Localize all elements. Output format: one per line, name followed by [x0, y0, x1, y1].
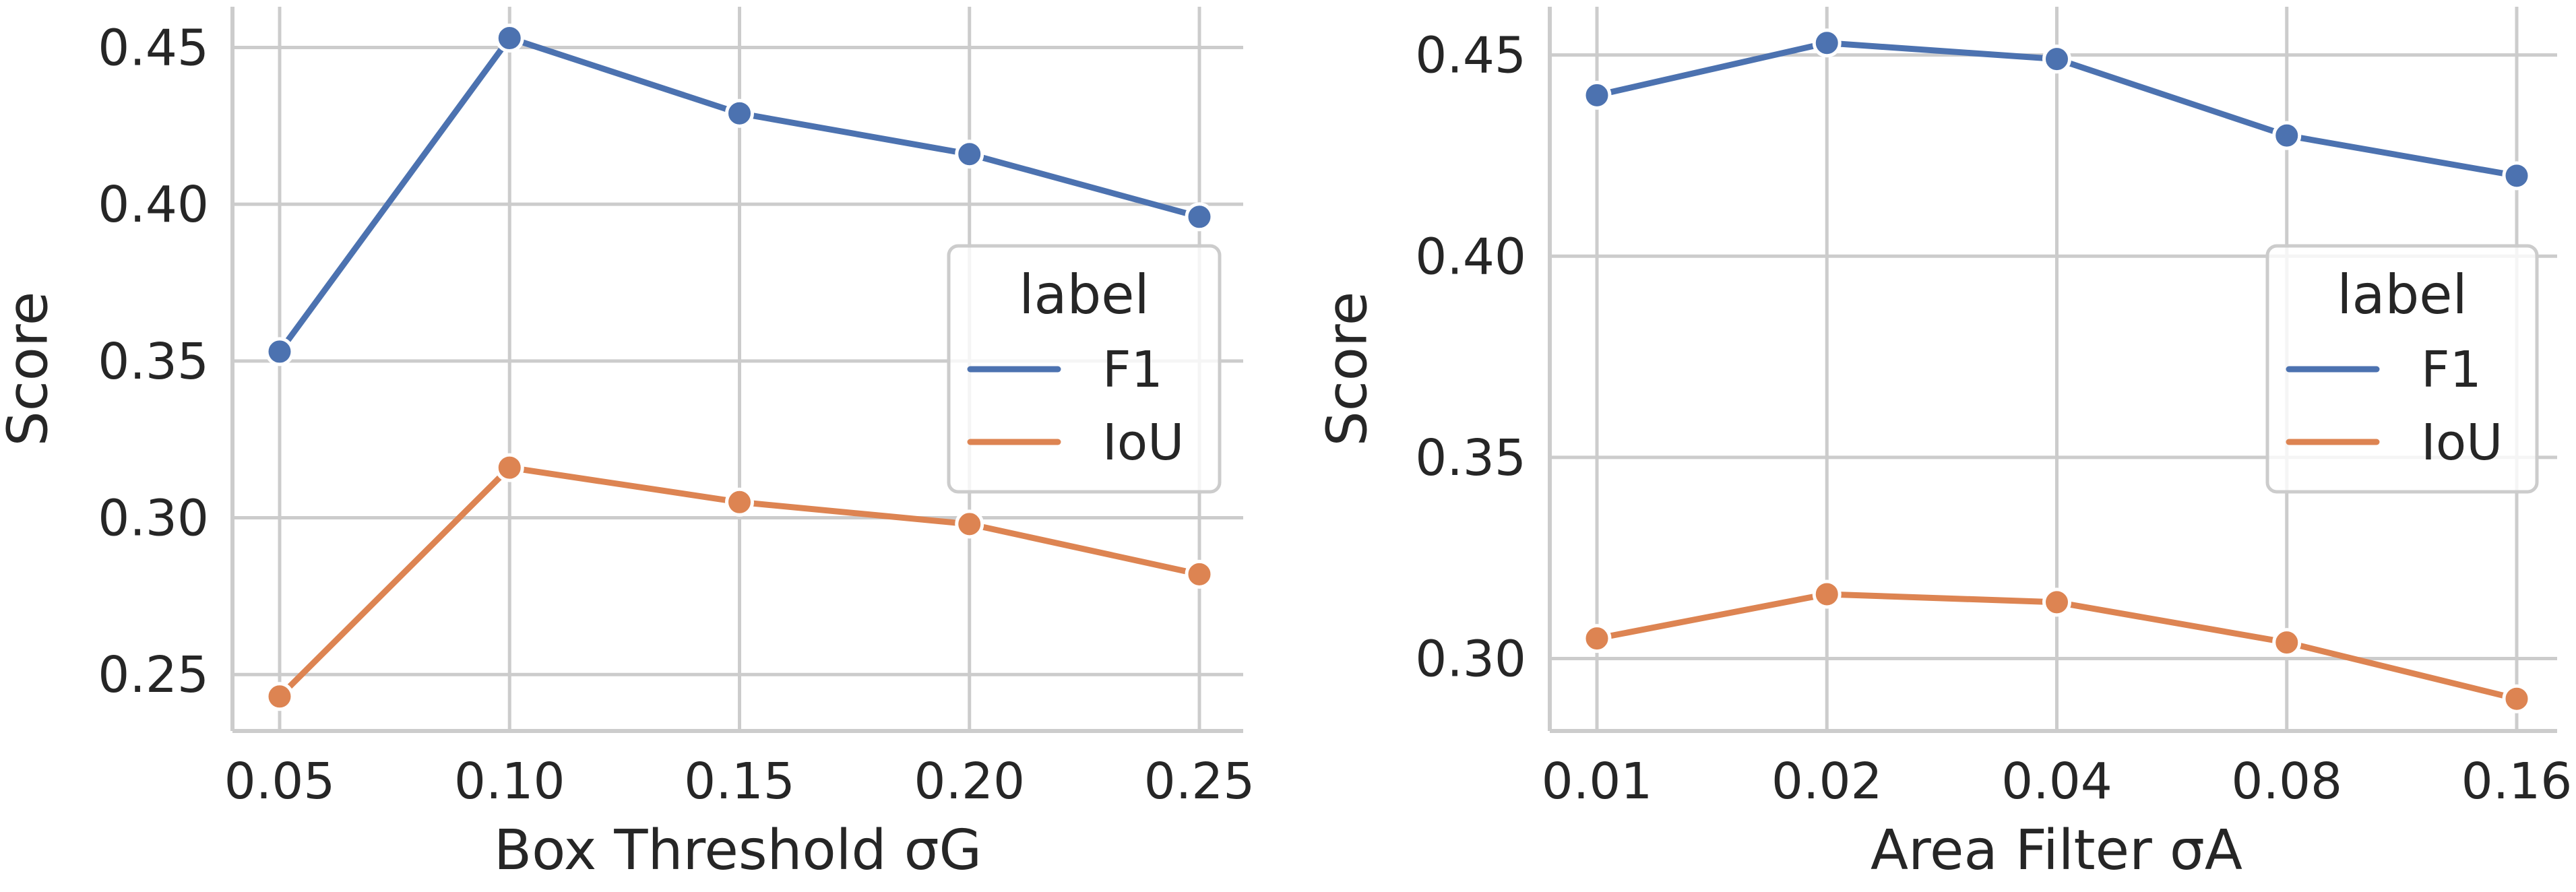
chart-1: 0.25 0.30 0.35 0.40 0.45 0.05 0.10 0.15 0.20 0.25…	[0, 7, 1255, 883]
y-tick-label: 0.30	[1415, 631, 1526, 689]
x-tick-label: 0.02	[1771, 753, 1883, 810]
legend-title: label	[1019, 263, 1149, 326]
x-tick-label: 0.04	[2001, 753, 2112, 810]
x-tick-label: 0.20	[914, 753, 1025, 810]
data-point-f1	[725, 98, 754, 128]
data-point-iou	[2042, 587, 2071, 617]
x-tick-label: 0.08	[2231, 753, 2342, 810]
data-point-iou	[2272, 628, 2302, 658]
y-tick-label: 0.35	[1415, 429, 1526, 487]
y-tick-label: 0.25	[98, 646, 209, 704]
data-point-f1	[1812, 28, 1842, 58]
data-point-iou	[1185, 559, 1214, 589]
legend: label F1 IoU	[947, 244, 1222, 494]
legend-label-f1: F1	[2421, 341, 2482, 399]
data-point-f1	[2502, 161, 2532, 191]
y-tick-label: 0.40	[98, 176, 209, 234]
data-point-f1	[265, 337, 294, 367]
data-point-f1	[495, 24, 524, 53]
y-axis-title: Score	[0, 292, 61, 447]
data-point-iou	[2502, 684, 2532, 713]
data-point-iou	[725, 487, 754, 517]
legend-label-iou: IoU	[2421, 414, 2503, 472]
legend-box	[947, 244, 1222, 494]
data-point-f1	[2272, 121, 2302, 150]
x-axis-title: Box Threshold σG	[494, 819, 982, 883]
data-point-iou	[265, 682, 294, 711]
legend-label-f1: F1	[1102, 341, 1163, 399]
data-point-f1	[955, 139, 984, 169]
data-point-f1	[1185, 202, 1214, 232]
y-axis-title: Score	[1316, 292, 1380, 447]
legend-title: label	[2337, 263, 2467, 326]
data-point-f1	[2042, 44, 2071, 74]
x-tick-label: 0.15	[684, 753, 795, 810]
x-axis-title: Area Filter σA	[1871, 819, 2242, 883]
data-point-f1	[1582, 80, 1612, 110]
x-tick-label: 0.10	[454, 753, 565, 810]
x-tick-label: 0.25	[1144, 753, 1255, 810]
data-point-iou	[495, 453, 524, 482]
x-tick-label: 0.01	[1542, 753, 1653, 810]
y-tick-label: 0.45	[98, 19, 209, 77]
legend-label-iou: IoU	[1102, 414, 1184, 472]
legend: label F1 IoU	[2265, 244, 2539, 494]
y-tick-label: 0.30	[98, 490, 209, 548]
data-point-iou	[1812, 579, 1842, 609]
chart-2: 0.30 0.35 0.40 0.45 0.01 0.02 0.04 0.08 0.16 Area…	[1316, 7, 2573, 883]
data-point-iou	[955, 509, 984, 539]
x-tick-label: 0.05	[224, 753, 336, 810]
y-tick-label: 0.35	[98, 333, 209, 391]
x-tick-label: 0.16	[2461, 753, 2573, 810]
y-tick-label: 0.45	[1415, 27, 1526, 85]
data-point-iou	[1582, 624, 1612, 654]
y-tick-label: 0.40	[1415, 228, 1526, 286]
legend-box	[2265, 244, 2539, 494]
